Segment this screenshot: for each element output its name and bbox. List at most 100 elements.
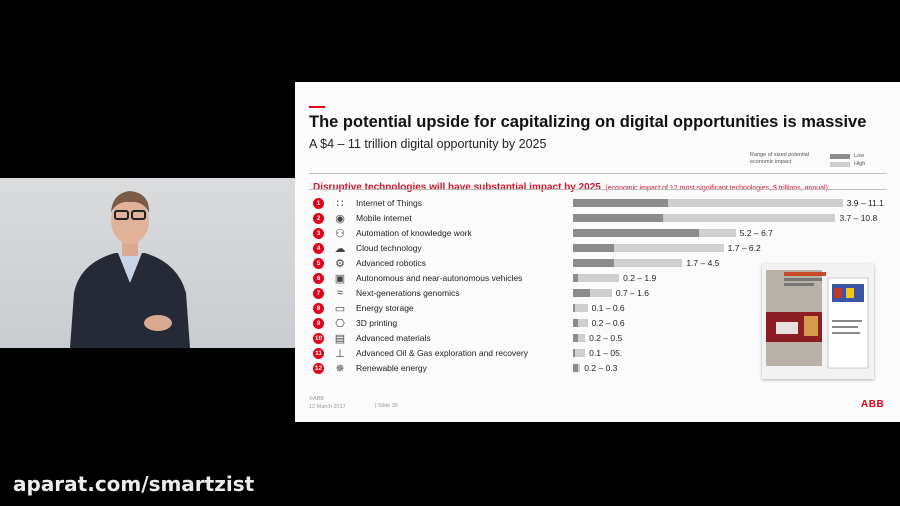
- robot-icon: ⚙: [335, 258, 345, 270]
- mobile-icon: ◉: [335, 213, 345, 225]
- category-label: Automation of knowledge work: [356, 228, 472, 238]
- category-label: Next-generations genomics: [356, 288, 460, 298]
- row-number-badge: 12: [313, 363, 324, 374]
- bar-high: [573, 334, 586, 342]
- chart-row: 3 ⚇ Automation of knowledge work 5.2 – 6.7: [313, 226, 893, 241]
- bar-high: [573, 199, 843, 207]
- divider-bottom: [309, 189, 886, 190]
- chart-row: 2 ◉ Mobile internet 3.7 – 10.8: [313, 211, 893, 226]
- chart-legend: Low High: [830, 152, 865, 168]
- wind-icon: ✵: [335, 363, 345, 375]
- chart-row: 12 ✵ Renewable energy 0.2 – 0.3: [313, 361, 893, 376]
- genomics-icon: ≈: [336, 287, 344, 299]
- range-data-label: 1.7 – 6.2: [727, 243, 761, 253]
- row-number-badge: 1: [313, 198, 324, 209]
- abb-logo: ABB: [861, 399, 885, 410]
- slide-title: The potential upside for capitalizing on…: [309, 113, 867, 131]
- chart-heading: Disruptive technologies will have substa…: [313, 177, 828, 195]
- category-label: Advanced Oil & Gas exploration and recov…: [356, 348, 528, 358]
- materials-icon: ▤: [334, 333, 346, 345]
- row-number-badge: 2: [313, 213, 324, 224]
- row-number-badge: 4: [313, 243, 324, 254]
- presenter-figure: [70, 191, 190, 348]
- slide-footer: ©ABB 12 March 2017: [309, 395, 346, 411]
- bar-low: [573, 364, 578, 372]
- bar-high: [573, 289, 612, 297]
- watermark-text: aparat.com/smartzist: [13, 472, 255, 496]
- chart-row: 9 ⎔ 3D printing 0.2 – 0.6: [313, 316, 893, 331]
- range-data-label: 0.2 – 1.9: [623, 273, 657, 283]
- bar-high: [573, 259, 683, 267]
- range-data-label: 0.1 – 05.: [589, 348, 623, 358]
- chart-row: 6 ▣ Autonomous and near-autonomous vehicle…: [313, 271, 893, 286]
- chart-row: 10 ▤ Advanced materials 0.2 – 0.5: [313, 331, 893, 346]
- range-data-label: 0.7 – 1.6: [615, 288, 649, 298]
- legend-high-swatch: [830, 161, 850, 167]
- automation-icon: ⚇: [335, 228, 345, 240]
- bar-low: [573, 274, 578, 282]
- chart-row: 7 ≈ Next-generations genomics 0.7 – 1.6: [313, 286, 893, 301]
- oil-rig-icon: ⊥: [335, 348, 345, 360]
- chart-heading-aside: (economic impact of 12 most significant …: [605, 185, 828, 192]
- bar-high: [573, 319, 588, 327]
- range-data-label: 5.2 – 6.7: [739, 228, 773, 238]
- row-number-badge: 10: [313, 333, 324, 344]
- iot-icon: ∷: [336, 198, 344, 210]
- bar-high: [573, 349, 586, 357]
- bar-low: [573, 334, 578, 342]
- bar-low: [573, 304, 576, 312]
- legend-title: Range of sized potential economic impact: [750, 152, 810, 165]
- bar-low: [573, 229, 700, 237]
- legend-high-label: High: [854, 161, 866, 167]
- bar-low: [573, 244, 615, 252]
- battery-icon: ▭: [334, 303, 346, 315]
- printer-icon: ⎔: [335, 318, 345, 330]
- row-number-badge: 3: [313, 228, 324, 239]
- chart-row: 8 ▭ Energy storage 0.1 – 0.6: [313, 301, 893, 316]
- range-data-label: 0.2 – 0.5: [589, 333, 623, 343]
- bar-low: [573, 349, 576, 357]
- bar-high: [573, 214, 836, 222]
- bar-low: [573, 214, 663, 222]
- chart-row: 11 ⊥ Advanced Oil & Gas exploration and re…: [313, 346, 893, 361]
- report-cover-image: [762, 264, 874, 379]
- bar-low: [573, 199, 668, 207]
- chart-row: 5 ⚙ Advanced robotics 1.7 – 4.5: [313, 256, 893, 271]
- bar-low: [573, 259, 615, 267]
- category-label: Internet of Things: [356, 198, 422, 208]
- bar-low: [573, 319, 578, 327]
- footer-date: 12 March 2017: [309, 404, 346, 410]
- range-data-label: 3.9 – 11.1: [846, 198, 884, 208]
- cloud-icon: ☁: [334, 243, 346, 255]
- category-label: Advanced materials: [356, 333, 431, 343]
- row-number-badge: 6: [313, 273, 324, 284]
- category-label: Energy storage: [356, 303, 414, 313]
- chart-heading-main: Disruptive technologies will have substa…: [313, 182, 601, 193]
- row-number-badge: 7: [313, 288, 324, 299]
- row-number-badge: 5: [313, 258, 324, 269]
- category-label: Autonomous and near-autonomous vehicles: [356, 273, 523, 283]
- chart-row: 1 ∷ Internet of Things 3.9 – 11.1: [313, 196, 893, 211]
- footer-slide-number: | Slide 35: [375, 403, 398, 409]
- legend-low-label: Low: [854, 153, 865, 159]
- footer-brand: ©ABB: [309, 396, 325, 402]
- category-label: Advanced robotics: [356, 258, 426, 268]
- category-label: 3D printing: [356, 318, 398, 328]
- range-data-label: 1.7 – 4.5: [686, 258, 720, 268]
- category-label: Cloud technology: [356, 243, 422, 253]
- row-number-badge: 9: [313, 318, 324, 329]
- bar-high: [573, 244, 724, 252]
- range-data-label: 3.7 – 10.8: [839, 213, 878, 223]
- bar-high: [573, 274, 620, 282]
- category-label: Renewable energy: [356, 363, 427, 373]
- vehicle-icon: ▣: [334, 273, 346, 285]
- divider-top: [309, 173, 886, 174]
- presentation-slide: The potential upside for capitalizing on…: [295, 82, 900, 422]
- row-number-badge: 11: [313, 348, 324, 359]
- chart-row: 4 ☁ Cloud technology 1.7 – 6.2: [313, 241, 893, 256]
- range-data-label: 0.1 – 0.6: [591, 303, 625, 313]
- range-data-label: 0.2 – 0.3: [584, 363, 618, 373]
- category-label: Mobile internet: [356, 213, 412, 223]
- range-data-label: 0.2 – 0.6: [591, 318, 625, 328]
- legend-low-swatch: [830, 153, 850, 159]
